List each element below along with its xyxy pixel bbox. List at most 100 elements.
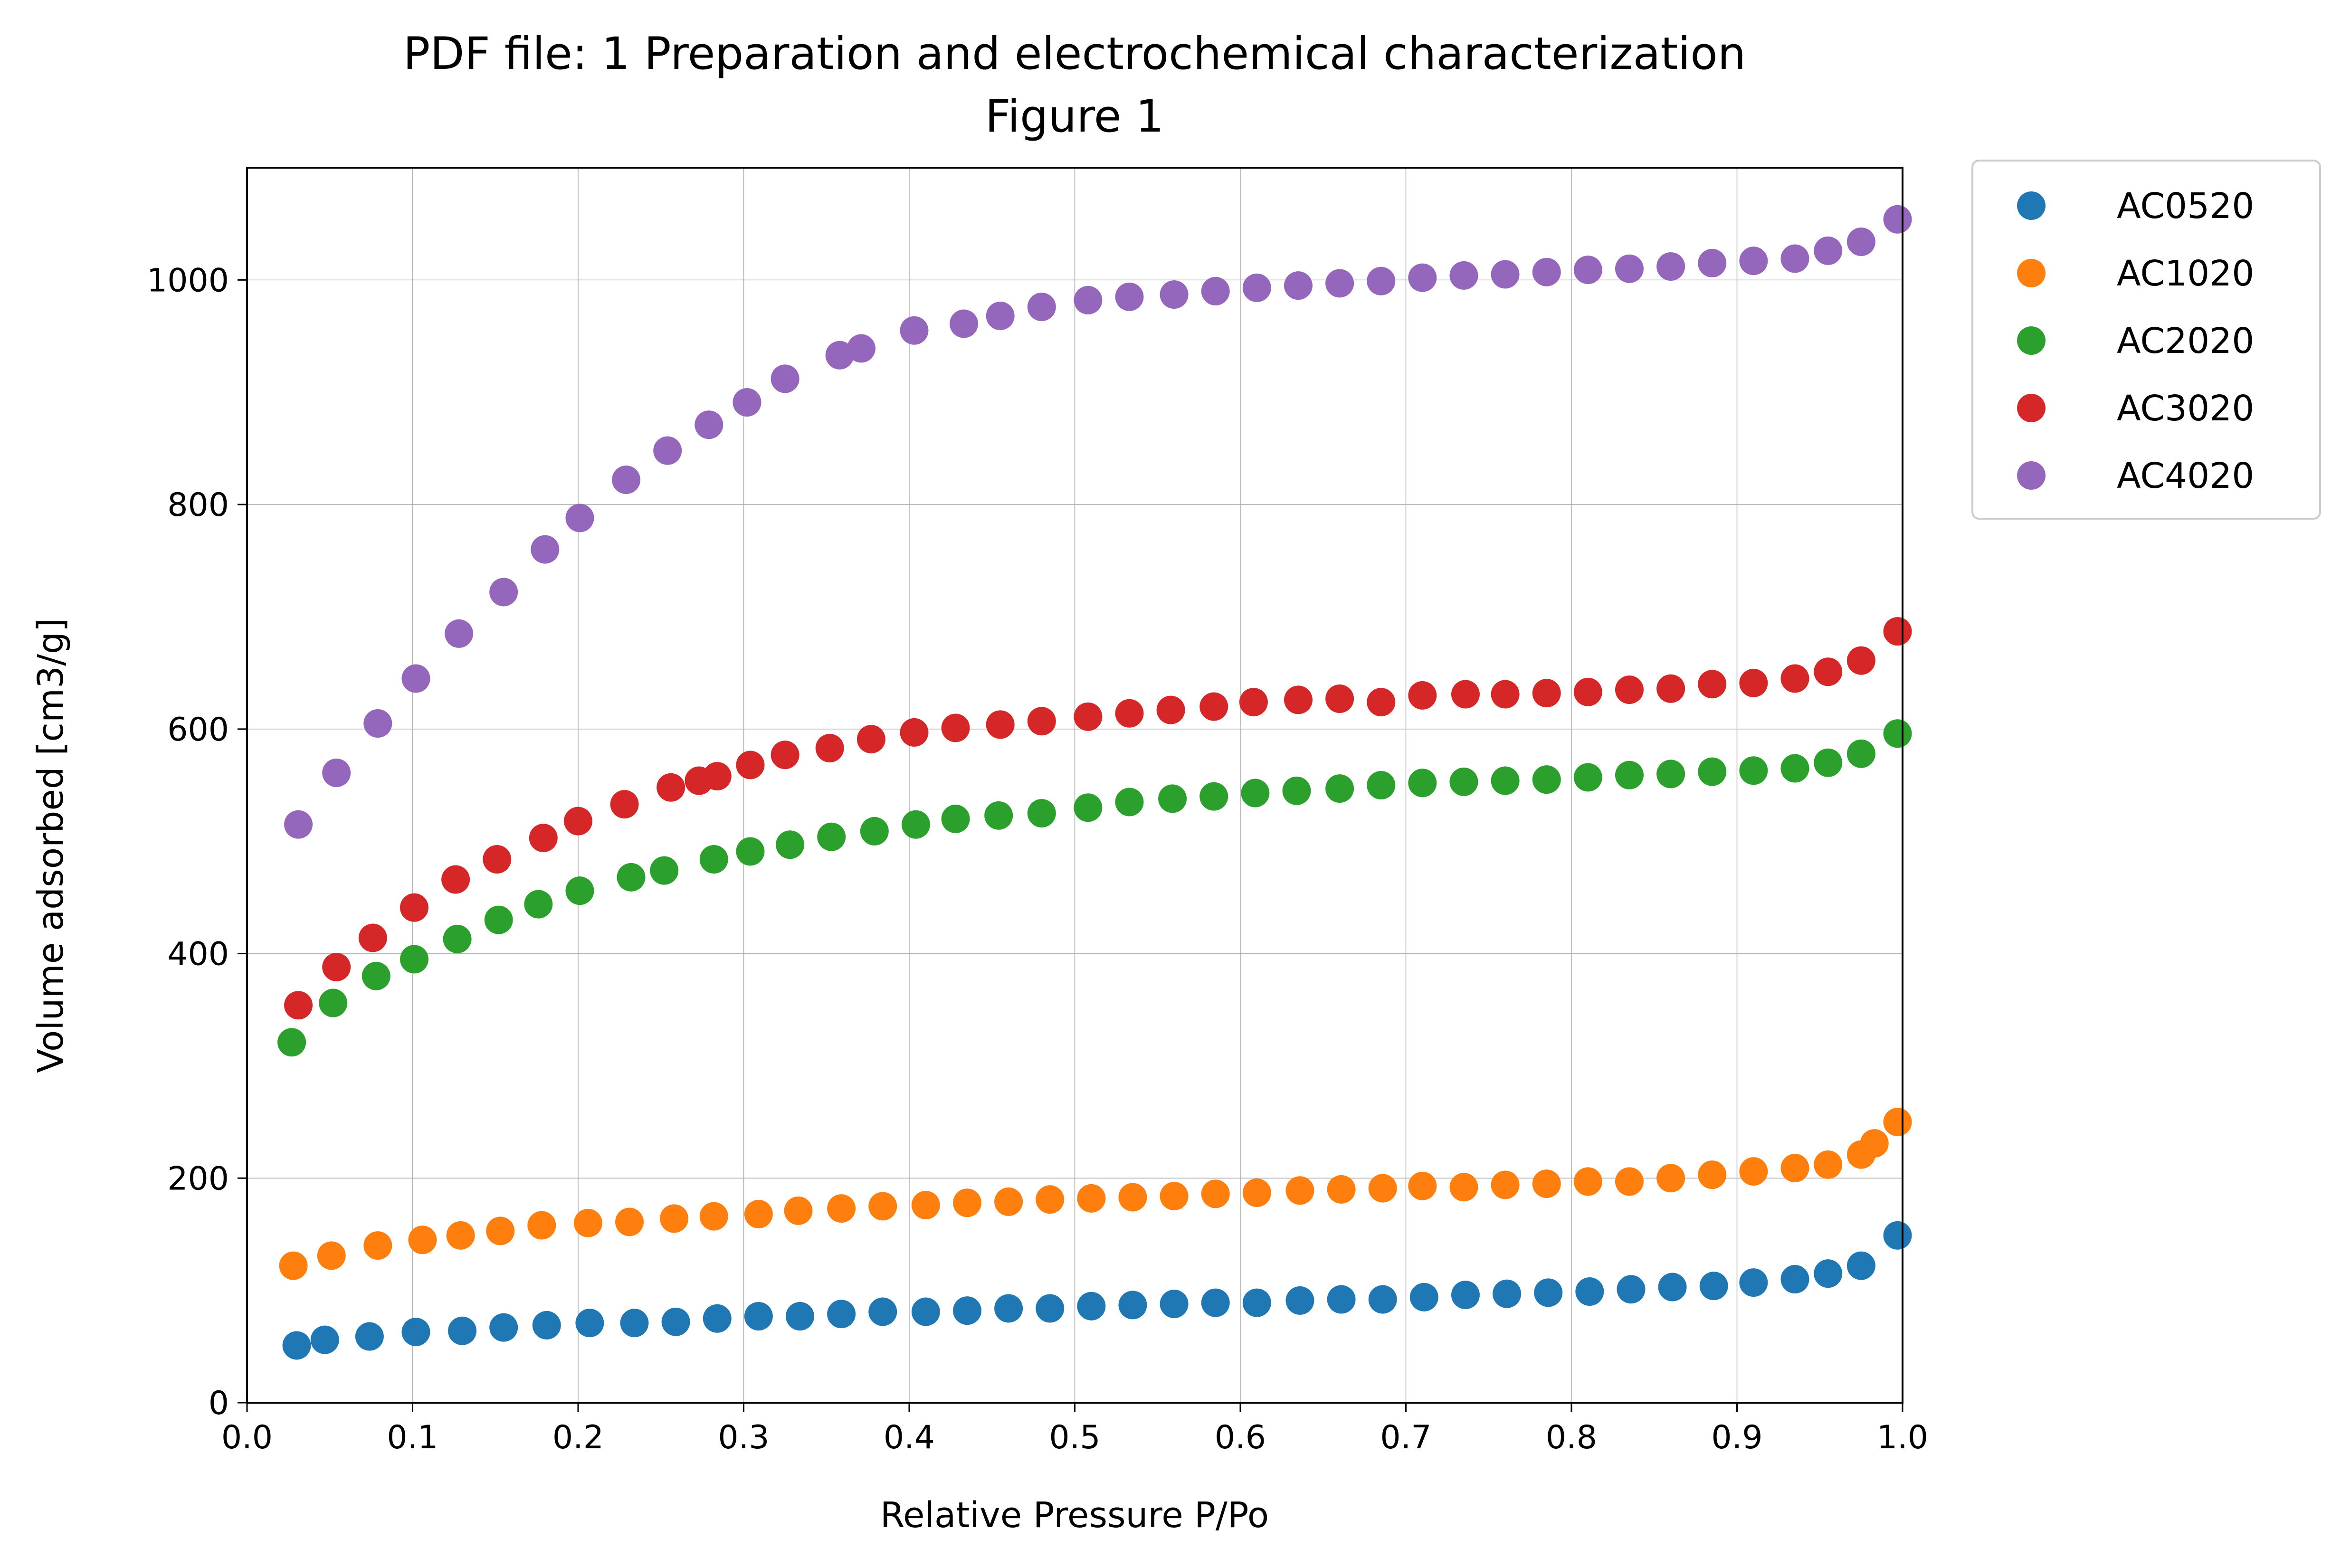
data-point-ac3020 [1573,677,1602,706]
data-point-ac3020 [1239,688,1268,717]
data-point-ac0520 [1814,1259,1843,1288]
data-point-ac1020 [1077,1184,1106,1213]
data-point-ac2020 [1573,763,1602,792]
legend-marker-ac4020 [2017,461,2046,490]
data-point-ac0520 [1451,1281,1480,1310]
data-point-ac1020 [1739,1157,1768,1186]
data-point-ac2020 [860,817,889,846]
data-point-ac4020 [653,436,682,465]
data-point-ac2020 [1199,782,1228,811]
chart-title: PDF file: 1 Preparation and electrochemi… [403,28,1746,80]
data-point-ac3020 [1814,657,1843,686]
data-point-ac0520 [310,1325,339,1354]
data-point-ac1020 [279,1251,308,1280]
data-point-ac1020 [1698,1160,1727,1189]
data-point-ac3020 [1846,646,1875,675]
data-point-ac2020 [617,863,646,892]
data-point-ac0520 [1368,1285,1397,1314]
legend: AC0520 AC1020 AC2020 AC3020 AC4020 [1971,160,2321,520]
data-point-ac2020 [1027,799,1056,828]
data-point-ac2020 [565,876,594,905]
data-point-ac3020 [1367,688,1396,717]
data-point-ac2020 [1325,774,1354,803]
data-point-ac4020 [950,309,979,338]
data-point-ac0520 [1201,1288,1230,1317]
data-point-ac1020 [408,1226,437,1254]
data-point-ac3020 [1074,702,1103,731]
data-point-ac1020 [1491,1170,1520,1199]
data-point-ac2020 [1115,788,1144,817]
data-point-ac4020 [322,759,351,787]
data-point-ac0520 [1077,1292,1106,1321]
data-point-ac0520 [952,1296,981,1325]
data-point-ac3020 [483,845,512,874]
data-point-ac4020 [1449,261,1478,290]
data-point-ac4020 [1532,257,1561,286]
legend-marker-ac0520 [2017,191,2046,220]
data-point-ac4020 [1074,285,1103,314]
data-point-ac3020 [1698,670,1727,699]
data-point-ac0520 [744,1302,773,1330]
data-point-ac3020 [900,718,929,747]
data-point-ac3020 [1532,679,1561,708]
data-point-ac2020 [1158,784,1187,813]
data-point-ac2020 [1241,779,1270,808]
data-point-ac3020 [1199,692,1228,721]
data-point-ac2020 [1449,767,1478,796]
data-point-ac3020 [771,741,799,770]
data-point-ac1020 [699,1202,728,1231]
data-point-ac4020 [565,504,594,532]
data-point-ac3020 [1491,680,1520,709]
data-point-ac4020 [1408,263,1437,292]
x-tick-label: 0.6 [1215,1419,1266,1456]
x-tick-label: 0.4 [884,1419,935,1456]
data-point-ac2020 [817,822,846,851]
data-point-ac2020 [443,924,472,953]
data-point-ac0520 [355,1322,384,1351]
data-point-ac3020 [1325,684,1354,713]
data-point-ac2020 [319,988,348,1017]
data-point-ac4020 [847,334,875,363]
data-point-ac1020 [1408,1171,1437,1200]
data-point-ac4020 [1739,247,1768,276]
x-axis-label: Relative Pressure P/Po [880,1495,1269,1536]
data-point-ac1020 [527,1211,556,1240]
y-tick-label: 1000 [147,262,229,299]
data-point-ac4020 [1027,293,1056,322]
x-tick-label: 0.7 [1380,1419,1431,1456]
data-point-ac3020 [1656,674,1685,703]
data-point-ac4020 [733,388,761,417]
data-point-ac1020 [660,1204,689,1233]
data-point-ac3020 [986,710,1015,739]
data-point-ac4020 [489,578,518,607]
data-point-ac1020 [573,1208,602,1237]
data-point-ac0520 [911,1297,940,1326]
data-point-ac1020 [615,1207,644,1236]
data-point-ac0520 [1846,1251,1875,1280]
data-point-ac0520 [448,1316,477,1345]
data-point-ac4020 [1780,244,1809,273]
data-point-ac0520 [1242,1288,1271,1317]
legend-label-ac3020: AC3020 [2117,388,2254,429]
data-point-ac0520 [575,1309,604,1338]
data-point-ac1020 [1285,1176,1314,1205]
data-point-ac4020 [284,810,313,839]
data-point-ac4020 [1883,205,1912,234]
data-point-ac4020 [531,535,560,564]
data-point-ac4020 [1573,256,1602,285]
data-point-ac2020 [901,810,930,839]
data-point-ac2020 [524,890,553,919]
data-point-ac1020 [1780,1154,1809,1182]
data-point-ac3020 [564,807,592,836]
data-point-ac3020 [400,893,428,922]
data-point-ac4020 [612,466,641,494]
data-point-ac1020 [1814,1150,1843,1179]
data-point-ac0520 [868,1297,897,1326]
data-point-ac3020 [1115,699,1144,728]
data-point-ac0520 [1036,1294,1065,1323]
data-point-ac0520 [1658,1273,1687,1302]
data-point-ac4020 [401,664,430,693]
data-point-ac3020 [1780,664,1809,693]
data-point-ac0520 [1883,1221,1912,1250]
